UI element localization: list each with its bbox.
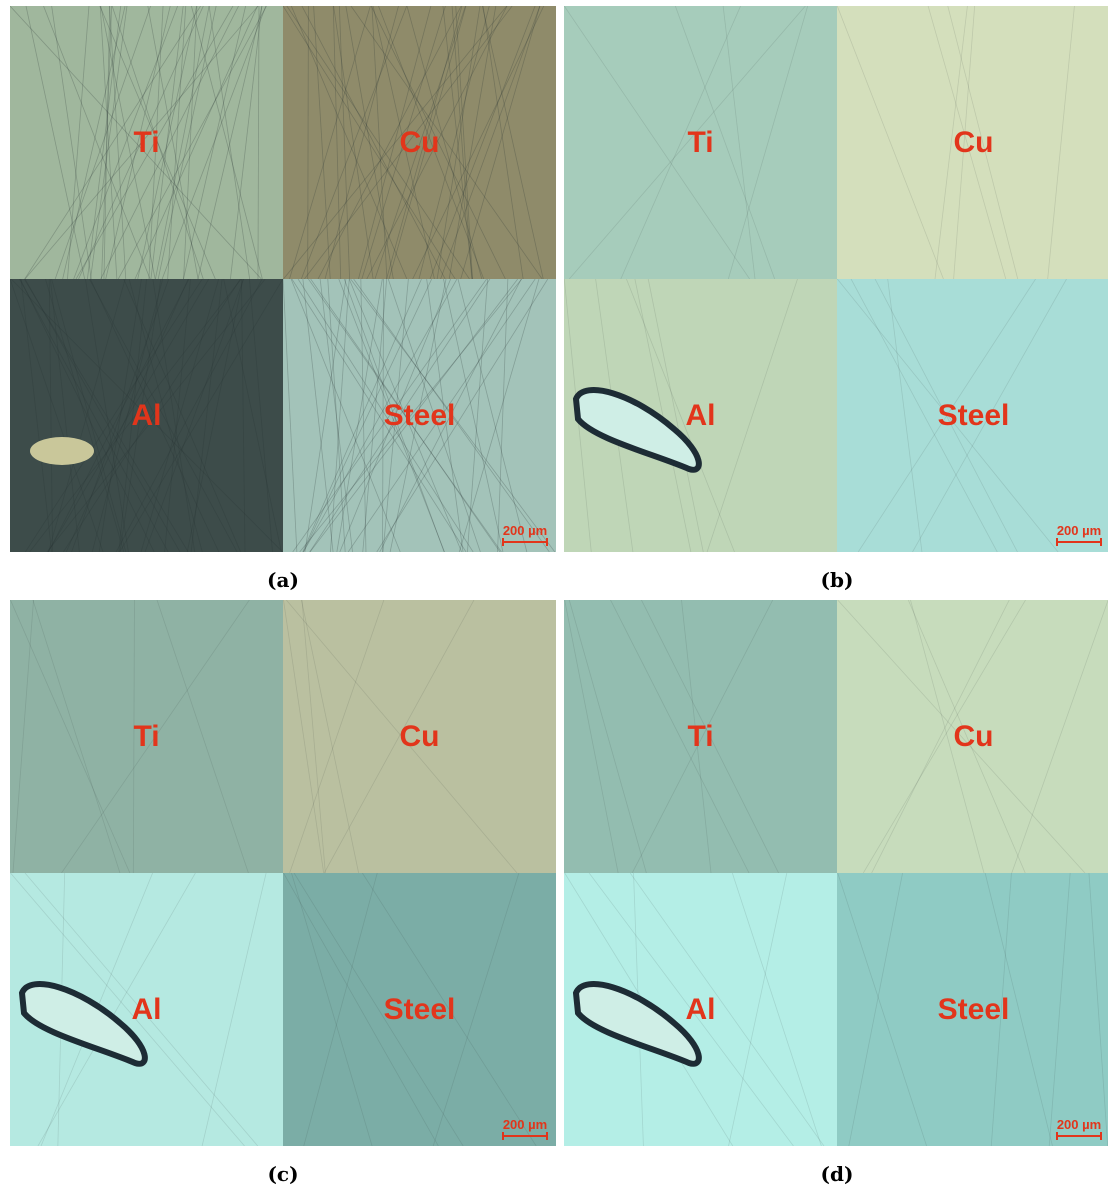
scale-bar-label: 200 µm [1056, 523, 1102, 538]
micrograph-quadrant: Al [10, 279, 283, 552]
micrograph-quadrant: Steel [837, 279, 1108, 552]
scale-bar-label: 200 µm [1056, 1117, 1102, 1132]
micrograph-quadrant: Steel [283, 873, 556, 1146]
micrograph-quadrant: Cu [837, 600, 1108, 873]
micrograph-quadrant: Ti [564, 600, 837, 873]
element-label: Steel [837, 993, 1108, 1027]
element-label: Al [564, 399, 837, 433]
element-label: Ti [564, 126, 837, 160]
figure: TiCuAlSteel200 µm(a)TiCuAlSteel200 µm(b)… [0, 0, 1108, 1195]
scale-bar-line [1056, 538, 1102, 546]
scale-bar: 200 µm [1056, 1117, 1102, 1140]
micrograph-quadrant: Al [564, 873, 837, 1146]
micrograph-quadrant: Ti [10, 6, 283, 279]
micrograph-quadrant: Steel [837, 873, 1108, 1146]
micrograph-quadrant: Steel [283, 279, 556, 552]
element-label: Al [10, 399, 283, 433]
element-label: Steel [837, 399, 1108, 433]
element-label: Ti [10, 720, 283, 754]
element-label: Al [564, 993, 837, 1027]
scale-bar: 200 µm [502, 1117, 548, 1140]
micrograph-quadrant: Ti [10, 600, 283, 873]
micrograph-quadrant: Al [10, 873, 283, 1146]
element-label: Steel [283, 399, 556, 433]
micrograph-quadrant: Cu [283, 6, 556, 279]
scale-bar-label: 200 µm [502, 1117, 548, 1132]
element-label: Al [10, 993, 283, 1027]
element-label: Ti [10, 126, 283, 160]
element-label: Cu [837, 126, 1108, 160]
micrograph-quadrant: Al [564, 279, 837, 552]
scale-bar: 200 µm [1056, 523, 1102, 546]
scale-bar-line [502, 1132, 548, 1140]
element-label: Cu [283, 126, 556, 160]
panel-caption: (b) [564, 568, 1108, 592]
element-label: Cu [283, 720, 556, 754]
panel-caption: (d) [564, 1162, 1108, 1186]
scale-bar: 200 µm [502, 523, 548, 546]
element-label: Steel [283, 993, 556, 1027]
scale-bar-label: 200 µm [502, 523, 548, 538]
scale-bar-line [502, 538, 548, 546]
scale-bar-line [1056, 1132, 1102, 1140]
micrograph-quadrant: Cu [837, 6, 1108, 279]
element-label: Cu [837, 720, 1108, 754]
micrograph-quadrant: Ti [564, 6, 837, 279]
element-label: Ti [564, 720, 837, 754]
micrograph-quadrant: Cu [283, 600, 556, 873]
panel-caption: (a) [10, 568, 556, 592]
panel-caption: (c) [10, 1162, 556, 1186]
